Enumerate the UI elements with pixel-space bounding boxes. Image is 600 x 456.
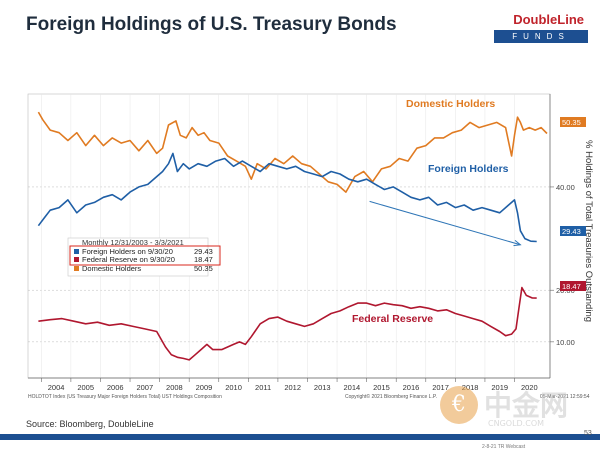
x-tick-label: 2019 [491, 383, 508, 392]
annotation-fed: Federal Reserve [352, 313, 433, 325]
x-tick-label: 2011 [255, 383, 271, 392]
series-line-domestic-holders [37, 111, 548, 193]
x-tick-label: 2007 [136, 383, 153, 392]
tag-fed: 18.47 [562, 282, 581, 291]
trend-arrow-line [369, 200, 521, 246]
watermark-text: 中金网 [484, 389, 569, 422]
cngold-watermark: € 中金网 CNGOLD.COM [440, 384, 590, 444]
x-tick-label: 2017 [432, 383, 449, 392]
watermark-badge-icon: € [440, 386, 478, 424]
footer-date: 2-8-21 TR Webcast [482, 444, 526, 450]
legend-label-foreign: Foreign Holders on 9/30/20 [82, 247, 173, 256]
logo-name: DoubleLine [494, 10, 588, 30]
x-tick-label: 2018 [462, 383, 479, 392]
x-tick-label: 2008 [166, 383, 183, 392]
legend-swatch-foreign [74, 249, 79, 254]
x-tick-label: 2010 [225, 383, 242, 392]
tag-fed-box [560, 281, 586, 291]
x-tick-label: 2014 [344, 383, 361, 392]
series-line-foreign-holders [37, 152, 537, 243]
chart-footer-left: HOLDTOT Index (US Treasury Major Foreign… [28, 394, 222, 400]
grid-lines [28, 94, 550, 378]
x-tick-label: 2020 [521, 383, 538, 392]
plot-area [27, 93, 551, 379]
doubleline-logo: DoubleLine FUNDS [494, 10, 588, 46]
x-tick-label: 2015 [373, 383, 390, 392]
chart-footer-stamp: 05-Mar-2021 12:59:54 [540, 394, 590, 400]
legend-highlight [69, 245, 221, 266]
series-lines [37, 111, 548, 361]
x-tick-label: 2004 [48, 383, 65, 392]
y-tick-label: 10.00 [556, 338, 575, 347]
y-axis-title: % Holdings of Total Treasuries Outstandi… [583, 140, 594, 322]
legend-header: Monthly 12/31/2003 - 3/3/2021 [82, 238, 184, 247]
legend-value-foreign: 29.43 [194, 247, 213, 256]
annotation-domestic: Domestic Holders [406, 98, 495, 110]
tag-domestic-box [560, 117, 586, 127]
x-tick-label: 2012 [284, 383, 301, 392]
page-number: 53 [584, 430, 592, 437]
trend-arrow-head [513, 239, 522, 247]
legend-value-domestic: 50.35 [194, 264, 213, 273]
x-tick-label: 2016 [403, 383, 420, 392]
legend: Monthly 12/31/2003 - 3/3/2021 Foreign Ho… [67, 237, 221, 277]
x-tick-label: 2009 [196, 383, 213, 392]
legend-swatch-domestic [74, 266, 79, 271]
series-line-federal-reserve [38, 286, 537, 361]
x-tick-label: 2006 [107, 383, 124, 392]
x-axis: 2004 2005 2006 2007 2008 2009 2010 2011 2012 2013… [28, 377, 550, 392]
watermark-url: CNGOLD.COM [488, 419, 545, 428]
tag-foreign: 29.43 [562, 227, 581, 236]
legend-label-fed: Federal Reserve on 9/30/20 [82, 255, 175, 264]
annotation-foreign: Foreign Holders [428, 163, 509, 175]
trend-arrow [369, 200, 522, 247]
legend-swatch-fed [74, 257, 79, 262]
x-tick-label: 2013 [314, 383, 331, 392]
value-tags: 50.35 29.43 18.47 [560, 117, 586, 291]
legend-label-domestic: Domestic Holders [82, 264, 141, 273]
source-note: Source: Bloomberg, DoubleLine [26, 419, 154, 429]
chart-footer-right: Copyright© 2021 Bloomberg Finance L.P. [345, 393, 437, 400]
tag-domestic: 50.35 [562, 118, 581, 127]
legend-box [67, 237, 209, 277]
logo-sub: FUNDS [494, 30, 588, 43]
y-tick-label: 40.00 [556, 183, 575, 192]
x-tick-label: 2005 [77, 383, 94, 392]
legend-value-fed: 18.47 [194, 255, 213, 264]
slide-title: Foreign Holdings of U.S. Treasury Bonds [26, 14, 397, 35]
tag-foreign-box [560, 226, 586, 236]
footer-band [0, 434, 600, 440]
